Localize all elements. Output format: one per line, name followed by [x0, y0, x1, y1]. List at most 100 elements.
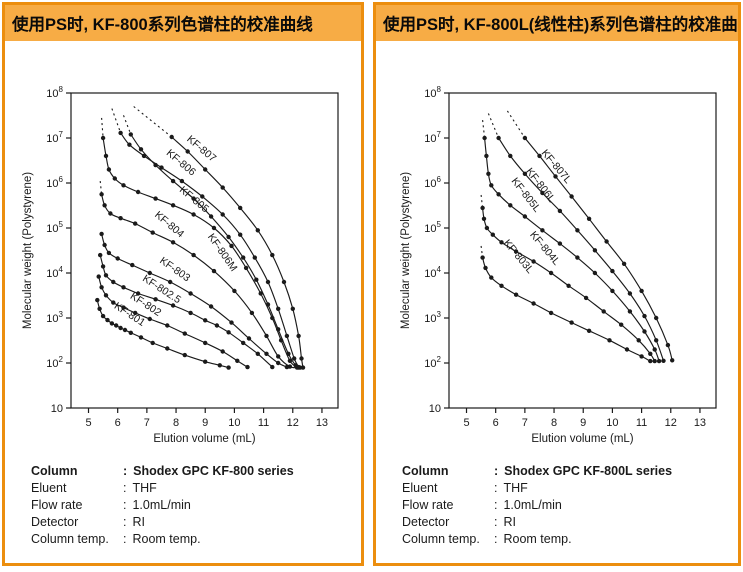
data-point	[217, 363, 222, 368]
y-tick-label: 104	[424, 265, 441, 280]
data-point	[246, 336, 252, 341]
data-point	[103, 273, 109, 278]
x-axis: 5 6 7 8 9 10 11 12 13	[85, 408, 328, 429]
data-point	[97, 306, 102, 311]
data-point	[203, 167, 208, 172]
x-axis-label: Elution volume (mL)	[153, 433, 255, 445]
series-KF-803L: KF-803L	[480, 237, 653, 364]
data-point	[127, 142, 132, 147]
extrapolation-dashed-line	[111, 108, 122, 134]
data-point	[118, 325, 123, 331]
column-specs-kf800: Column : Shodex GPC KF-800 series Eluent…	[31, 463, 361, 548]
data-point	[604, 239, 609, 244]
x-tick-label: 8	[551, 417, 557, 429]
data-point	[214, 323, 220, 328]
spec-row-detector: Detector : RI	[402, 514, 738, 531]
spec-colon: :	[123, 464, 128, 478]
data-point	[276, 306, 281, 311]
calibration-curve	[482, 257, 651, 362]
data-point	[665, 342, 671, 348]
data-point	[264, 333, 269, 339]
y-tick-label: 105	[46, 220, 63, 235]
spec-label: Eluent	[31, 481, 67, 495]
data-point	[610, 288, 615, 294]
data-point	[496, 192, 501, 197]
data-point	[100, 135, 106, 141]
data-point	[575, 228, 580, 233]
y-tick-label: 108	[424, 85, 441, 100]
spec-label: Eluent	[402, 481, 438, 495]
spec-label: Column	[402, 464, 449, 478]
data-point	[652, 358, 657, 364]
spec-colon: :	[123, 498, 127, 512]
data-point	[238, 232, 243, 237]
data-point	[639, 354, 644, 359]
spec-value: THF	[132, 481, 157, 495]
data-point	[531, 301, 536, 306]
data-point	[168, 279, 173, 285]
data-point	[627, 291, 633, 296]
data-point	[220, 185, 225, 190]
data-point	[583, 295, 589, 301]
data-point	[130, 262, 135, 268]
x-tick-label: 10	[606, 417, 618, 429]
data-point	[232, 288, 237, 294]
data-point	[252, 255, 257, 260]
data-point	[569, 320, 574, 325]
data-point	[287, 364, 293, 369]
y-tick-label: 10	[51, 403, 63, 415]
data-point	[281, 279, 287, 285]
series-label: KF-803L	[501, 237, 536, 276]
data-point	[111, 279, 116, 285]
x-tick-label: 6	[115, 417, 121, 429]
spec-label: Column	[31, 464, 78, 478]
spec-colon: :	[494, 481, 498, 495]
data-point	[610, 268, 615, 274]
y-tick-label: 106	[424, 175, 441, 190]
data-point	[99, 285, 104, 290]
calibration-curve	[120, 132, 300, 368]
data-point	[99, 192, 104, 197]
y-tick-label: 102	[46, 355, 63, 370]
data-point	[661, 358, 666, 363]
data-point	[540, 228, 545, 233]
extrapolation-dashed-line	[101, 117, 104, 139]
data-point	[654, 315, 659, 321]
data-point	[276, 327, 281, 332]
data-point	[531, 259, 536, 264]
spec-colon: :	[494, 498, 498, 512]
data-point	[128, 330, 133, 335]
data-point	[106, 250, 112, 256]
y-axis-label: Molecular weight (Polystyrene)	[400, 172, 412, 329]
data-point	[482, 135, 487, 141]
data-point	[624, 347, 630, 352]
x-tick-label: 13	[316, 417, 328, 429]
extrapolation-dashed-line	[122, 115, 132, 135]
data-point	[211, 225, 217, 231]
data-point	[264, 351, 269, 356]
x-tick-label: 9	[202, 417, 208, 429]
x-axis-label: Elution volume (mL)	[531, 433, 633, 445]
data-point	[115, 256, 120, 261]
data-point	[265, 279, 271, 285]
spec-row-column-temp: Column temp. : Room temp.	[31, 531, 361, 548]
data-point	[200, 194, 205, 199]
column-specs-kf800l: Column : Shodex GPC KF-800L series Eluen…	[402, 463, 738, 548]
data-point	[296, 333, 301, 339]
data-point	[522, 214, 528, 219]
extrapolation-dashed-line	[99, 181, 103, 195]
series-label: KF-804	[152, 209, 186, 240]
data-point	[648, 351, 653, 356]
y-tick-label: 107	[46, 130, 63, 145]
data-point	[255, 228, 260, 233]
data-point	[484, 153, 489, 159]
spec-value: Room temp.	[132, 532, 201, 546]
data-point	[592, 248, 598, 253]
data-point	[592, 270, 598, 276]
data-point	[540, 190, 545, 196]
data-point	[191, 196, 196, 201]
data-point	[276, 360, 281, 366]
spec-row-column: Column : Shodex GPC KF-800L series	[402, 463, 738, 480]
data-point	[203, 359, 208, 364]
